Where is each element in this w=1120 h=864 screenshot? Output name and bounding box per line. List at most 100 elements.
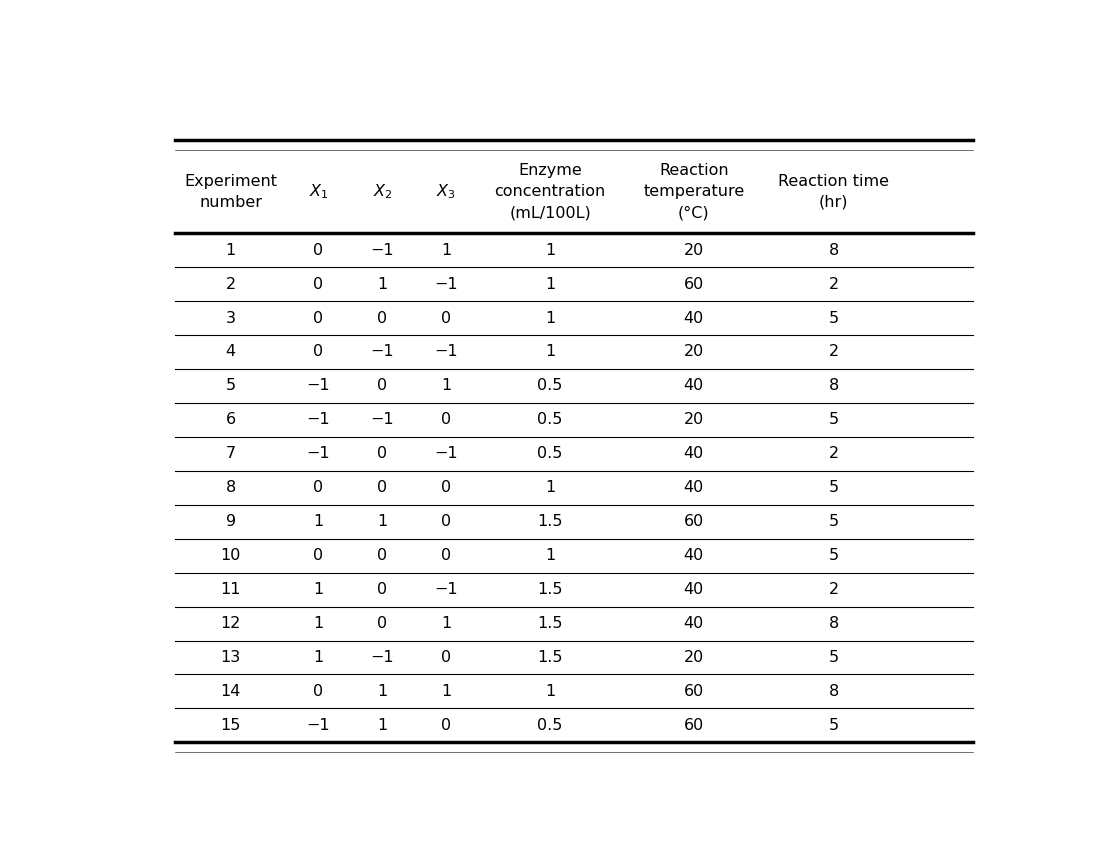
Text: 1: 1 (377, 718, 388, 733)
Text: 0.5: 0.5 (538, 447, 562, 461)
Text: 1.5: 1.5 (538, 616, 562, 631)
Text: 5: 5 (829, 480, 839, 495)
Text: 2: 2 (829, 582, 839, 597)
Text: 60: 60 (683, 514, 703, 529)
Text: 1: 1 (377, 514, 388, 529)
Text: −1: −1 (371, 412, 394, 428)
Text: −1: −1 (435, 582, 458, 597)
Text: 0: 0 (314, 480, 324, 495)
Text: 4: 4 (225, 345, 235, 359)
Text: 40: 40 (683, 378, 703, 393)
Text: 2: 2 (829, 447, 839, 461)
Text: 10: 10 (221, 548, 241, 563)
Text: 0.5: 0.5 (538, 718, 562, 733)
Text: −1: −1 (307, 378, 330, 393)
Text: 1: 1 (441, 243, 451, 257)
Text: 5: 5 (829, 650, 839, 665)
Text: 1: 1 (545, 480, 556, 495)
Text: −1: −1 (435, 345, 458, 359)
Text: 0: 0 (377, 480, 388, 495)
Text: 1: 1 (441, 616, 451, 631)
Text: 40: 40 (683, 616, 703, 631)
Text: 1: 1 (441, 684, 451, 699)
Text: 1: 1 (314, 514, 324, 529)
Text: 1: 1 (545, 548, 556, 563)
Text: −1: −1 (307, 447, 330, 461)
Text: 1.5: 1.5 (538, 582, 562, 597)
Text: 1: 1 (377, 276, 388, 291)
Text: 6: 6 (225, 412, 235, 428)
Text: 1: 1 (441, 378, 451, 393)
Text: −1: −1 (371, 243, 394, 257)
Text: Enzyme
concentration
(mL/100L): Enzyme concentration (mL/100L) (494, 163, 606, 220)
Text: 1: 1 (314, 616, 324, 631)
Text: Reaction
temperature
(°C): Reaction temperature (°C) (643, 163, 745, 220)
Text: 8: 8 (225, 480, 235, 495)
Text: 1: 1 (314, 650, 324, 665)
Text: 5: 5 (225, 378, 235, 393)
Text: 1.5: 1.5 (538, 650, 562, 665)
Text: 7: 7 (225, 447, 235, 461)
Text: 0.5: 0.5 (538, 412, 562, 428)
Text: 0: 0 (377, 548, 388, 563)
Text: 0: 0 (441, 718, 451, 733)
Text: 13: 13 (221, 650, 241, 665)
Text: 14: 14 (221, 684, 241, 699)
Text: 5: 5 (829, 412, 839, 428)
Text: 0: 0 (377, 447, 388, 461)
Text: 8: 8 (829, 378, 839, 393)
Text: 0: 0 (314, 310, 324, 326)
Text: 0: 0 (441, 650, 451, 665)
Text: 8: 8 (829, 684, 839, 699)
Text: 40: 40 (683, 582, 703, 597)
Text: 12: 12 (221, 616, 241, 631)
Text: 0: 0 (377, 378, 388, 393)
Text: 5: 5 (829, 548, 839, 563)
Text: 2: 2 (225, 276, 235, 291)
Text: 0: 0 (441, 310, 451, 326)
Text: 0: 0 (314, 684, 324, 699)
Text: 2: 2 (829, 345, 839, 359)
Text: 0: 0 (377, 582, 388, 597)
Text: 60: 60 (683, 718, 703, 733)
Text: 1: 1 (545, 684, 556, 699)
Text: 60: 60 (683, 276, 703, 291)
Text: 60: 60 (683, 684, 703, 699)
Text: 5: 5 (829, 310, 839, 326)
Text: $X_2$: $X_2$ (373, 182, 392, 201)
Text: 20: 20 (683, 345, 703, 359)
Text: 1: 1 (545, 310, 556, 326)
Text: −1: −1 (307, 412, 330, 428)
Text: $X_3$: $X_3$ (437, 182, 456, 201)
Text: −1: −1 (307, 718, 330, 733)
Text: 0: 0 (314, 243, 324, 257)
Text: 40: 40 (683, 548, 703, 563)
Text: 3: 3 (225, 310, 235, 326)
Text: 15: 15 (221, 718, 241, 733)
Text: 0: 0 (441, 480, 451, 495)
Text: 8: 8 (829, 243, 839, 257)
Text: 40: 40 (683, 310, 703, 326)
Text: 0: 0 (441, 412, 451, 428)
Text: −1: −1 (371, 650, 394, 665)
Text: 1.5: 1.5 (538, 514, 562, 529)
Text: Experiment
number: Experiment number (184, 174, 277, 210)
Text: 1: 1 (225, 243, 235, 257)
Text: 0.5: 0.5 (538, 378, 562, 393)
Text: $X_1$: $X_1$ (309, 182, 328, 201)
Text: 2: 2 (829, 276, 839, 291)
Text: 1: 1 (545, 345, 556, 359)
Text: 5: 5 (829, 718, 839, 733)
Text: 20: 20 (683, 650, 703, 665)
Text: 0: 0 (314, 276, 324, 291)
Text: 0: 0 (314, 548, 324, 563)
Text: 1: 1 (545, 243, 556, 257)
Text: 1: 1 (314, 582, 324, 597)
Text: 5: 5 (829, 514, 839, 529)
Text: 40: 40 (683, 447, 703, 461)
Text: 11: 11 (221, 582, 241, 597)
Text: −1: −1 (435, 276, 458, 291)
Text: 0: 0 (441, 548, 451, 563)
Text: 1: 1 (545, 276, 556, 291)
Text: 0: 0 (314, 345, 324, 359)
